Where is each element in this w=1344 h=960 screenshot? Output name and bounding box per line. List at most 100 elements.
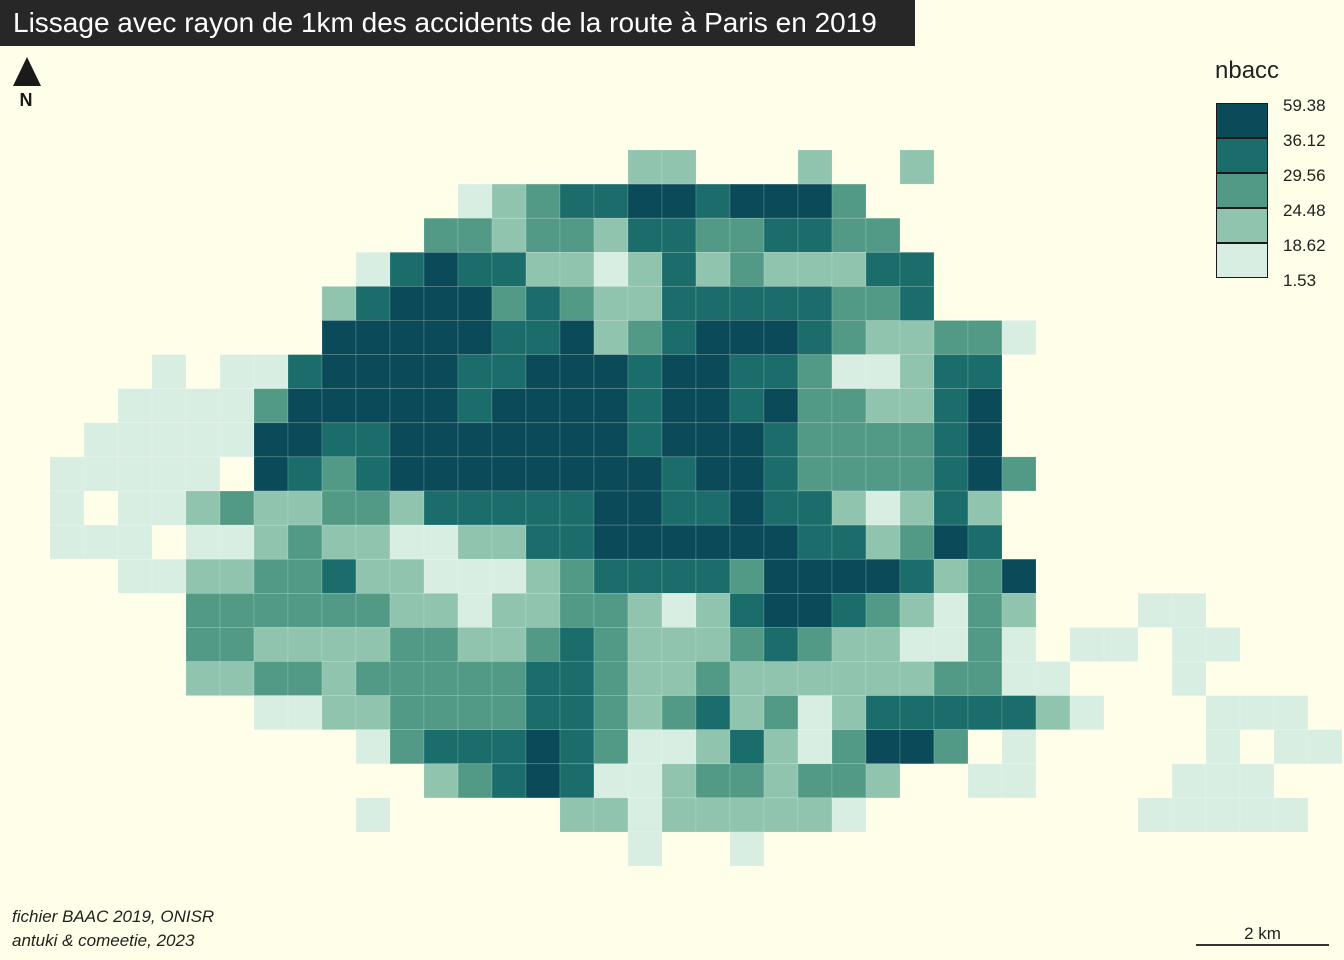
grid-cell: [729, 524, 765, 560]
grid-cell: [1205, 627, 1241, 662]
grid-cell: [219, 592, 255, 628]
legend-swatch-3: [1216, 173, 1268, 208]
grid-cell: [1001, 456, 1037, 492]
grid-cell: [763, 320, 799, 355]
grid-cell: [525, 490, 561, 526]
grid-cell: [491, 422, 527, 458]
grid-cell: [185, 388, 221, 424]
grid-cell: [831, 456, 867, 492]
grid-cell: [525, 524, 561, 560]
grid-cell: [593, 252, 629, 287]
grid-cell: [899, 490, 935, 526]
grid-cell: [321, 388, 357, 424]
grid-cell: [1035, 661, 1071, 696]
grid-cell: [933, 354, 969, 390]
grid-cell: [763, 763, 799, 799]
grid-cell: [831, 627, 867, 662]
grid-cell: [865, 354, 901, 390]
grid-cell: [661, 695, 697, 730]
grid-cell: [763, 490, 799, 526]
grid-cell: [695, 183, 731, 219]
grid-cell: [831, 661, 867, 696]
grid-cell: [661, 797, 697, 833]
grid-cell: [321, 456, 357, 492]
grid-cell: [1205, 797, 1241, 833]
grid-cell: [559, 183, 595, 219]
grid-cell: [49, 490, 85, 526]
grid-cell: [797, 422, 833, 458]
scale-bar-label: 2 km: [1244, 924, 1281, 943]
grid-cell: [525, 286, 561, 321]
grid-cell: [899, 456, 935, 492]
grid-cell: [729, 456, 765, 492]
grid-cell: [899, 729, 935, 765]
grid-cell: [865, 320, 901, 355]
grid-cell: [729, 763, 765, 799]
grid-cell: [117, 558, 153, 594]
grid-cell: [525, 456, 561, 492]
grid-cell: [695, 456, 731, 492]
grid-cell: [151, 422, 187, 458]
grid-cell: [695, 320, 731, 355]
grid-cell: [389, 661, 425, 696]
grid-cell: [287, 627, 323, 662]
grid-cell: [423, 695, 459, 730]
grid-cell: [83, 422, 119, 458]
grid-cell: [933, 592, 969, 628]
legend-break-1: 59.38: [1283, 96, 1326, 115]
grid-cell: [321, 320, 357, 355]
grid-cell: [321, 524, 357, 560]
grid-cell: [763, 456, 799, 492]
grid-cell: [695, 524, 731, 560]
grid-cell: [695, 661, 731, 696]
grid-cell: [423, 388, 459, 424]
grid-cell: [865, 763, 901, 799]
grid-cell: [1001, 627, 1037, 662]
grid-cell: [321, 286, 357, 321]
grid-cell: [661, 592, 697, 628]
grid-cell: [967, 388, 1003, 424]
grid-cell: [83, 456, 119, 492]
grid-cell: [763, 627, 799, 662]
grid-cell: [797, 627, 833, 662]
grid-cell: [253, 661, 289, 696]
grid-cell: [865, 695, 901, 730]
grid-cell: [185, 592, 221, 628]
grid-cell: [967, 763, 1003, 799]
grid-cell: [559, 627, 595, 662]
grid-cell: [831, 763, 867, 799]
grid-cell: [763, 252, 799, 287]
grid-cell: [661, 661, 697, 696]
grid-cell: [831, 729, 867, 765]
grid-cell: [287, 524, 323, 560]
grid-cell: [49, 456, 85, 492]
grid-cell: [423, 252, 459, 287]
grid-cell: [729, 661, 765, 696]
grid-cell: [1103, 627, 1139, 662]
grid-cell: [321, 627, 357, 662]
grid-cell: [355, 490, 391, 526]
grid-cell: [865, 524, 901, 560]
grid-cell: [559, 661, 595, 696]
grid-cell: [525, 558, 561, 594]
grid-cell: [967, 456, 1003, 492]
grid-cell: [661, 456, 697, 492]
grid-cell: [457, 558, 493, 594]
grid-cell: [423, 490, 459, 526]
grid-cell: [865, 592, 901, 628]
grid-cell: [797, 456, 833, 492]
grid-cell: [797, 592, 833, 628]
grid-cell: [287, 695, 323, 730]
grid-cell: [491, 695, 527, 730]
grid-cell: [797, 797, 833, 833]
grid-cell: [389, 388, 425, 424]
grid-cell: [899, 592, 935, 628]
grid-cell: [627, 729, 663, 765]
grid-cell: [729, 252, 765, 287]
grid-cell: [219, 490, 255, 526]
grid-cell: [1001, 558, 1037, 594]
north-arrow-icon: [13, 57, 41, 86]
grid-cell: [729, 183, 765, 219]
grid-cell: [287, 661, 323, 696]
grid-cell: [423, 354, 459, 390]
